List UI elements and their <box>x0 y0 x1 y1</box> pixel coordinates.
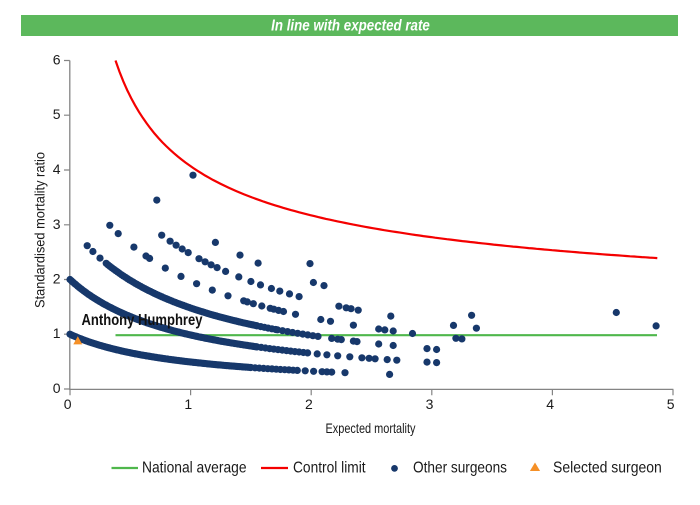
svg-text:Expected mortality: Expected mortality <box>326 420 416 436</box>
svg-text:2: 2 <box>53 271 61 287</box>
svg-text:Control limit: Control limit <box>293 460 366 477</box>
svg-text:Anthony Humphrey: Anthony Humphrey <box>82 312 203 329</box>
svg-text:5: 5 <box>53 106 61 122</box>
svg-text:2: 2 <box>305 396 313 412</box>
svg-text:3: 3 <box>426 396 434 412</box>
svg-text:In line with expected rate: In line with expected rate <box>271 18 430 35</box>
svg-text:1: 1 <box>53 325 61 341</box>
svg-text:5: 5 <box>667 396 675 412</box>
svg-text:Selected surgeon: Selected surgeon <box>553 460 662 477</box>
svg-text:National average: National average <box>142 460 247 477</box>
svg-text:6: 6 <box>53 52 61 68</box>
svg-text:0: 0 <box>64 396 72 412</box>
svg-text:4: 4 <box>53 161 61 177</box>
svg-text:Other surgeons: Other surgeons <box>413 460 507 477</box>
svg-text:4: 4 <box>546 396 554 412</box>
svg-text:0: 0 <box>53 380 61 396</box>
svg-text:1: 1 <box>184 396 192 412</box>
svg-text:Standardised mortality ratio: Standardised mortality ratio <box>32 152 48 308</box>
svg-text:3: 3 <box>53 216 61 232</box>
